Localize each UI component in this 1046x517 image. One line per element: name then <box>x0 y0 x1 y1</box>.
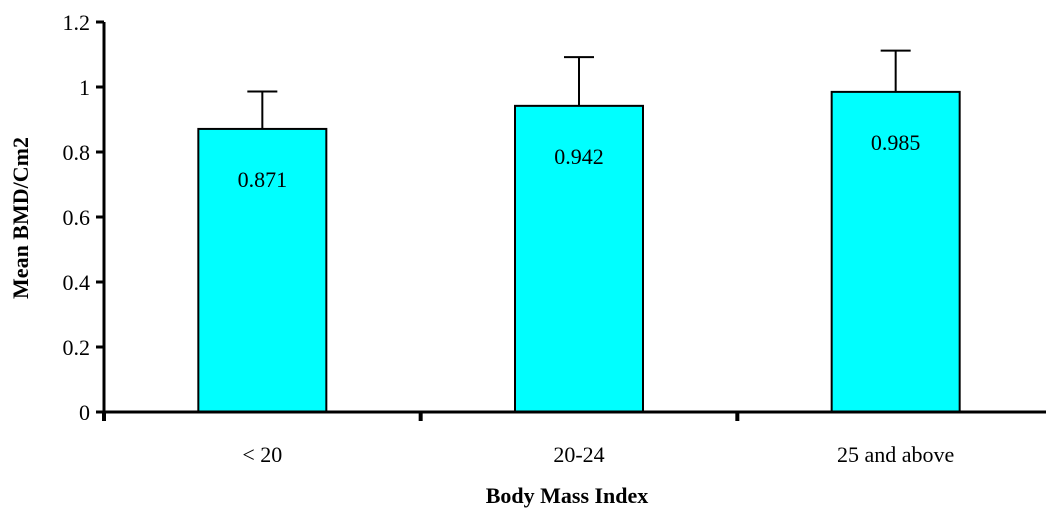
y-tick-label: 0.8 <box>63 140 91 165</box>
error-bar-2 <box>880 49 911 92</box>
bar-0 <box>197 127 328 414</box>
y-tick-label: 1 <box>79 75 90 100</box>
bars-layer <box>197 90 961 414</box>
labels-layer: 0.871 < 20 0.942 20-24 0.985 25 and above 0 0.2… <box>63 10 955 467</box>
data-label-1: 0.942 <box>554 144 604 169</box>
y-axis-title: Mean BMD/Cm2 <box>8 137 33 299</box>
x-tick-label-2: 25 and above <box>837 442 954 467</box>
y-tick-label: 0.2 <box>63 335 91 360</box>
error-bars-layer <box>247 49 911 129</box>
bar-1 <box>514 104 644 413</box>
y-tick-label: 0 <box>79 400 90 425</box>
y-tick-label: 0.4 <box>63 270 91 295</box>
data-label-0: 0.871 <box>238 167 288 192</box>
error-bar-0 <box>247 90 278 129</box>
x-axis-title: Body Mass Index <box>486 483 649 508</box>
x-tick-label-1: 20-24 <box>553 442 604 467</box>
x-tick-label-0: < 20 <box>242 442 282 467</box>
data-label-2: 0.985 <box>871 130 921 155</box>
error-bar-1 <box>564 56 594 106</box>
y-tick-label: 1.2 <box>63 10 91 35</box>
axes-layer <box>96 20 1046 421</box>
y-tick-label: 0.6 <box>63 205 91 230</box>
